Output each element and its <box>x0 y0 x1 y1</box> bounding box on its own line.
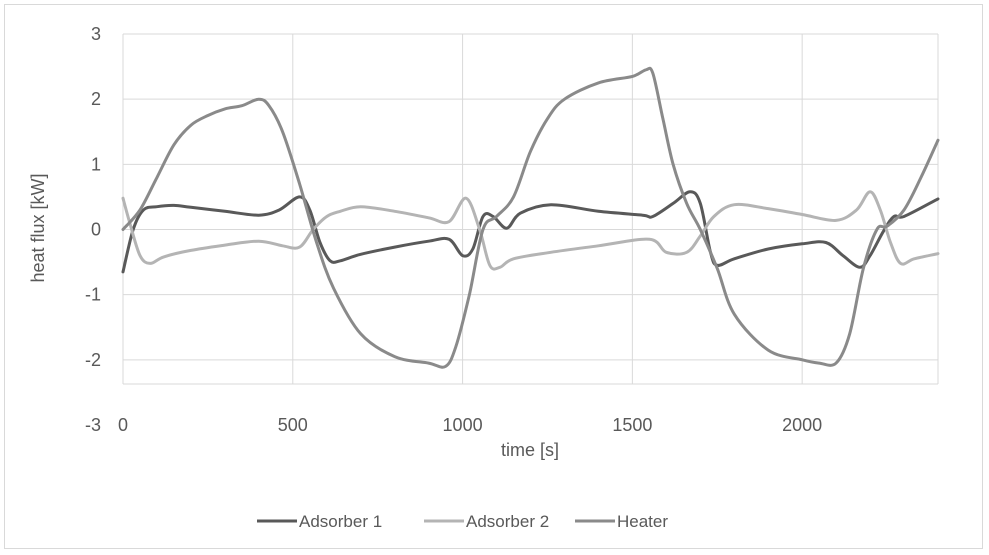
x-tick-label: 1000 <box>443 415 483 435</box>
chart-frame <box>4 4 983 549</box>
y-tick-label: -3 <box>85 415 101 435</box>
y-tick-label: 3 <box>91 24 101 44</box>
y-tick-labels: -3 -2 -1 0 1 2 3 <box>85 24 101 435</box>
legend: Adsorber 1 Adsorber 2 Heater <box>257 512 668 531</box>
x-tick-label: 500 <box>278 415 308 435</box>
series-line-adsorber-2 <box>121 190 940 271</box>
series-line-heater <box>121 66 940 369</box>
x-tick-label: 1500 <box>612 415 652 435</box>
legend-label: Adsorber 2 <box>466 512 549 531</box>
x-tick-label: 2000 <box>782 415 822 435</box>
x-tick-labels: 0 500 1000 1500 2000 <box>118 415 822 435</box>
y-tick-label: 2 <box>91 89 101 109</box>
x-axis-title: time [s] <box>501 440 559 460</box>
y-axis-title: heat flux [kW] <box>28 173 48 282</box>
series-line-adsorber-1 <box>121 190 940 274</box>
y-tick-label: -1 <box>85 285 101 305</box>
x-tick-label: 0 <box>118 415 128 435</box>
y-tick-label: -2 <box>85 350 101 370</box>
legend-label: Heater <box>617 512 668 531</box>
series-lines <box>121 66 940 369</box>
y-tick-label: 1 <box>91 154 101 174</box>
legend-label: Adsorber 1 <box>299 512 382 531</box>
y-tick-label: 0 <box>91 220 101 240</box>
